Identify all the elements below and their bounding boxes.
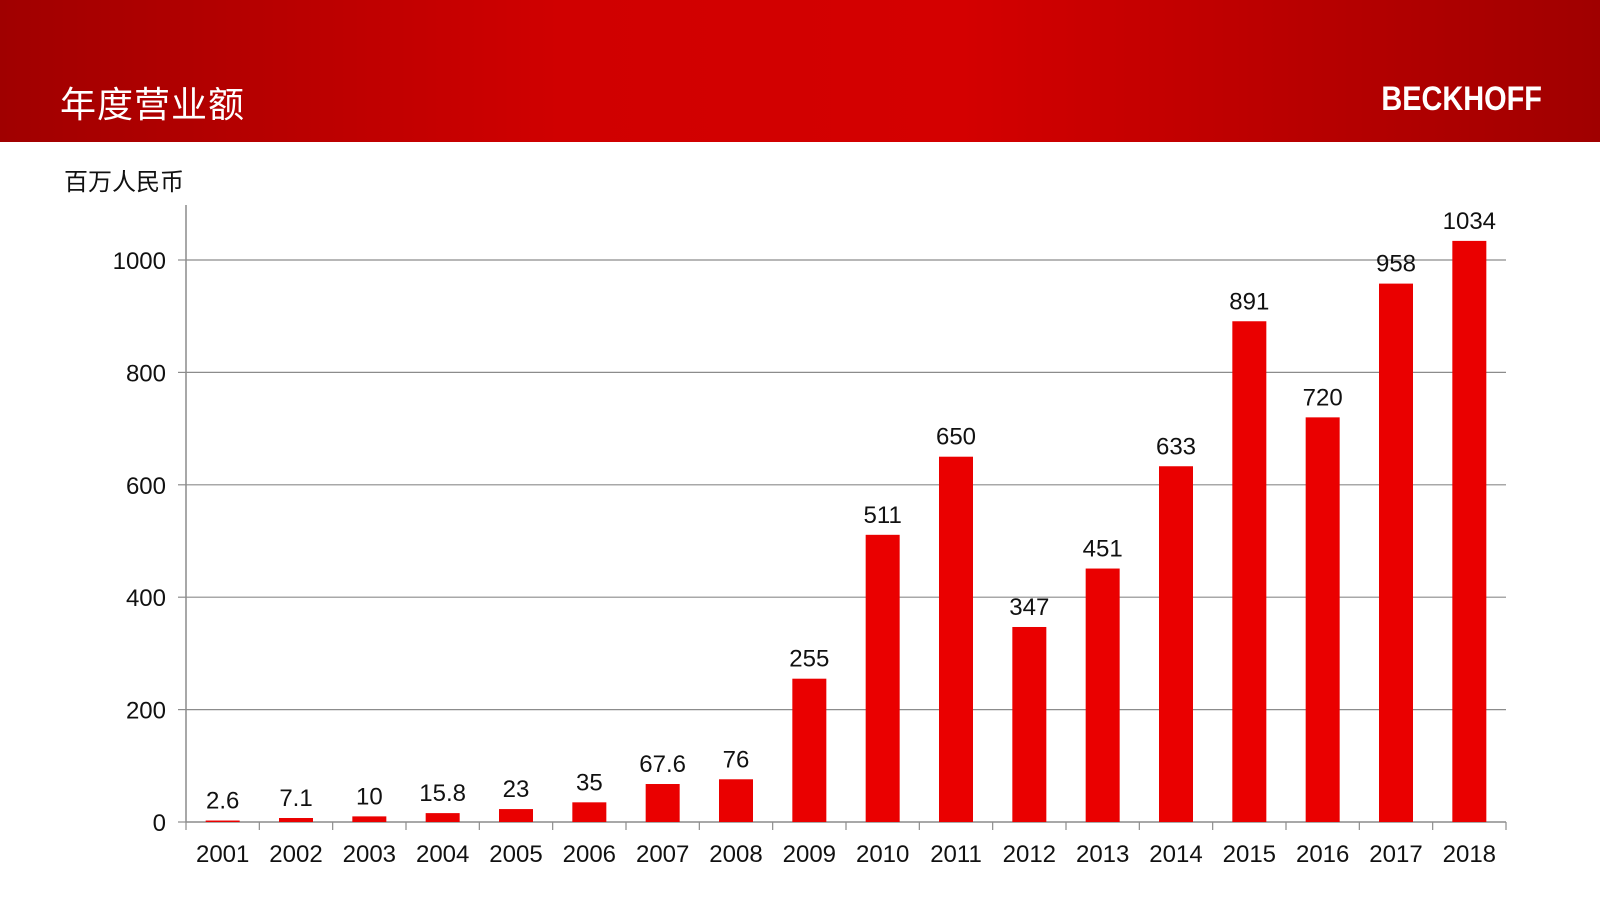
data-label-2012: 347: [1009, 594, 1049, 621]
bar-2015: [1232, 321, 1267, 822]
bar-2001: [205, 820, 240, 822]
x-tick-label-2006: 2006: [563, 841, 616, 868]
x-tick-label-2018: 2018: [1443, 841, 1496, 868]
bar-2007: [645, 784, 680, 822]
x-tick-label-2009: 2009: [783, 841, 836, 868]
beckhoff-logo: BECKHOFF: [1381, 80, 1542, 118]
x-tick-label-2011: 2011: [930, 841, 982, 868]
y-tick-label: 800: [126, 360, 166, 387]
x-tick-label-2005: 2005: [489, 841, 542, 868]
x-tick-label-2001: 2001: [196, 841, 249, 868]
y-tick-label: 600: [126, 473, 166, 500]
x-tick-label-2003: 2003: [343, 841, 396, 868]
data-label-2011: 650: [936, 424, 976, 451]
bar-2006: [572, 802, 607, 822]
data-label-2018: 1034: [1443, 208, 1496, 235]
data-label-2010: 511: [864, 502, 902, 529]
data-label-2002: 7.1: [279, 785, 312, 812]
data-label-2007: 67.6: [639, 751, 686, 778]
x-tick-label-2008: 2008: [709, 841, 762, 868]
data-label-2003: 10: [356, 783, 383, 810]
bar-2016: [1305, 417, 1340, 822]
bar-2005: [499, 809, 533, 822]
bar-2002: [279, 818, 313, 822]
x-tick-label-2004: 2004: [416, 841, 469, 868]
bar-2014: [1159, 466, 1193, 822]
x-tick-label-2016: 2016: [1296, 841, 1349, 868]
page-title: 年度营业额: [60, 85, 246, 126]
bar-2011: [939, 456, 973, 822]
bar-2004: [425, 813, 460, 822]
data-label-2017: 958: [1376, 251, 1416, 278]
y-tick-label: 400: [126, 585, 166, 612]
bar-2017: [1379, 283, 1413, 822]
x-tick-label-2002: 2002: [269, 841, 322, 868]
data-label-2008: 76: [723, 746, 750, 773]
bar-2009: [792, 678, 827, 822]
bar-2012: [1012, 626, 1047, 822]
x-tick-label-2013: 2013: [1076, 841, 1129, 868]
data-label-2014: 633: [1156, 433, 1196, 460]
data-label-2016: 720: [1303, 384, 1343, 411]
x-tick-label-2017: 2017: [1369, 841, 1422, 868]
bar-2008: [719, 779, 753, 822]
data-label-2009: 255: [789, 646, 829, 673]
y-tick-label: 0: [153, 810, 166, 837]
y-axis-unit-label: 百万人民币: [64, 168, 184, 196]
data-label-2006: 35: [576, 769, 603, 796]
data-label-2004: 15.8: [419, 780, 466, 807]
title-bar: 年度营业额 BECKHOFF: [0, 0, 1600, 142]
y-tick-label: 200: [126, 698, 166, 725]
data-label-2013: 451: [1083, 536, 1123, 563]
x-tick-label-2012: 2012: [1003, 841, 1056, 868]
data-label-2001: 2.6: [206, 788, 239, 815]
bar-2010: [865, 534, 900, 822]
data-label-2005: 23: [503, 776, 530, 803]
bar-2013: [1085, 568, 1120, 822]
x-tick-label-2007: 2007: [636, 841, 689, 868]
x-tick-label-2014: 2014: [1149, 841, 1202, 868]
y-tick-label: 1000: [113, 248, 166, 275]
x-tick-label-2010: 2010: [856, 841, 909, 868]
bar-2003: [352, 816, 387, 822]
data-label-2015: 891: [1229, 288, 1269, 315]
bar-2018: [1452, 240, 1487, 823]
x-tick-label-2015: 2015: [1223, 841, 1276, 868]
